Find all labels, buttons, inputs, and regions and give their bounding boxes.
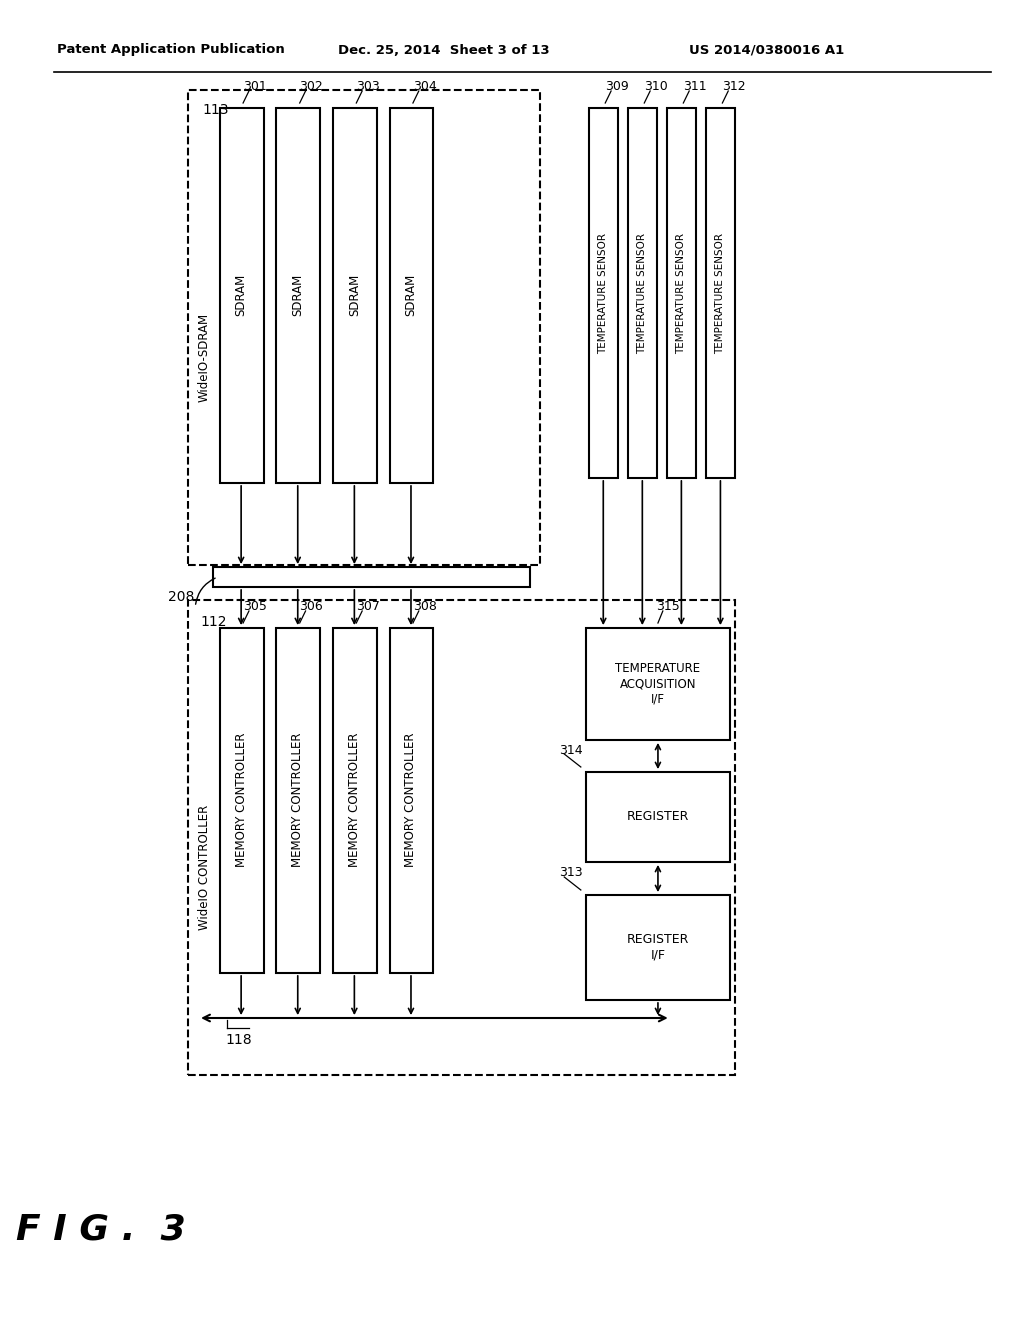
Text: MEMORY CONTROLLER: MEMORY CONTROLLER bbox=[234, 733, 248, 867]
Bar bbox=[389, 108, 433, 483]
Text: 315: 315 bbox=[655, 599, 680, 612]
Text: SDRAM: SDRAM bbox=[348, 273, 360, 315]
Text: 301: 301 bbox=[243, 79, 266, 92]
Text: MEMORY CONTROLLER: MEMORY CONTROLLER bbox=[348, 733, 360, 867]
Text: 303: 303 bbox=[356, 79, 380, 92]
Text: TEMPERATURE SENSOR: TEMPERATURE SENSOR bbox=[637, 232, 647, 354]
Text: 304: 304 bbox=[413, 79, 436, 92]
Text: 308: 308 bbox=[413, 599, 436, 612]
Text: REGISTER
I/F: REGISTER I/F bbox=[627, 933, 689, 961]
Bar bbox=[628, 108, 657, 478]
Text: 112: 112 bbox=[201, 615, 227, 630]
Text: 113: 113 bbox=[203, 103, 229, 117]
Bar bbox=[706, 108, 735, 478]
Bar bbox=[188, 90, 540, 565]
Text: WideIO CONTROLLER: WideIO CONTROLLER bbox=[198, 804, 211, 929]
Text: Dec. 25, 2014  Sheet 3 of 13: Dec. 25, 2014 Sheet 3 of 13 bbox=[338, 44, 550, 57]
Bar bbox=[276, 628, 321, 973]
Text: 314: 314 bbox=[559, 743, 583, 756]
Text: SDRAM: SDRAM bbox=[291, 273, 304, 315]
Text: SDRAM: SDRAM bbox=[404, 273, 418, 315]
Text: 305: 305 bbox=[243, 599, 266, 612]
Text: 307: 307 bbox=[356, 599, 380, 612]
Text: TEMPERATURE
ACQUISITION
I/F: TEMPERATURE ACQUISITION I/F bbox=[615, 663, 700, 705]
Text: F I G .  3: F I G . 3 bbox=[15, 1213, 185, 1247]
Text: 306: 306 bbox=[300, 599, 324, 612]
Text: 309: 309 bbox=[605, 79, 629, 92]
Text: 208: 208 bbox=[168, 590, 195, 605]
Bar bbox=[333, 628, 377, 973]
Bar bbox=[389, 628, 433, 973]
Text: 118: 118 bbox=[226, 1034, 253, 1047]
Bar bbox=[188, 601, 735, 1074]
Text: TEMPERATURE SENSOR: TEMPERATURE SENSOR bbox=[716, 232, 725, 354]
Text: WideIO-SDRAM: WideIO-SDRAM bbox=[198, 313, 211, 401]
Text: 312: 312 bbox=[722, 79, 745, 92]
Bar bbox=[220, 108, 263, 483]
Text: REGISTER: REGISTER bbox=[627, 810, 689, 824]
Text: TEMPERATURE SENSOR: TEMPERATURE SENSOR bbox=[598, 232, 608, 354]
Text: MEMORY CONTROLLER: MEMORY CONTROLLER bbox=[291, 733, 304, 867]
Text: Patent Application Publication: Patent Application Publication bbox=[57, 44, 285, 57]
Text: 311: 311 bbox=[683, 79, 707, 92]
Text: 310: 310 bbox=[644, 79, 668, 92]
Text: 313: 313 bbox=[559, 866, 583, 879]
Bar bbox=[276, 108, 321, 483]
Bar bbox=[333, 108, 377, 483]
Text: 302: 302 bbox=[300, 79, 324, 92]
Text: TEMPERATURE SENSOR: TEMPERATURE SENSOR bbox=[677, 232, 686, 354]
Text: MEMORY CONTROLLER: MEMORY CONTROLLER bbox=[404, 733, 418, 867]
Text: SDRAM: SDRAM bbox=[234, 273, 248, 315]
Bar bbox=[589, 108, 617, 478]
Bar bbox=[586, 628, 730, 741]
Bar bbox=[220, 628, 263, 973]
Bar bbox=[586, 895, 730, 1001]
Bar bbox=[586, 772, 730, 862]
Bar bbox=[213, 568, 530, 587]
Text: US 2014/0380016 A1: US 2014/0380016 A1 bbox=[689, 44, 844, 57]
Bar bbox=[667, 108, 696, 478]
